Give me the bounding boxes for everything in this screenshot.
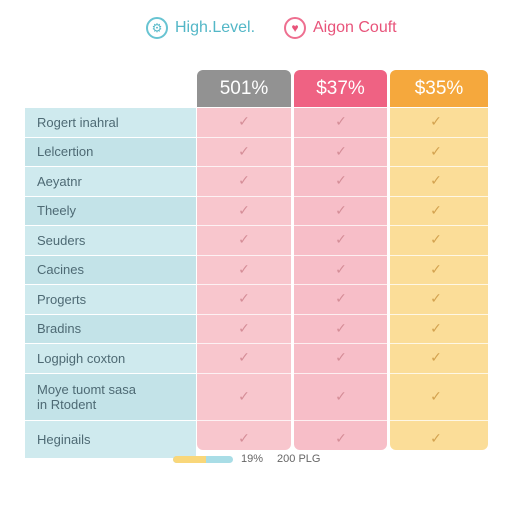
- check-icon: ✓: [238, 431, 250, 448]
- brand-aigon-couft[interactable]: ♥ Aigon Couft: [284, 14, 397, 42]
- table-row: Moye tuomt sasa in Rtodent ✓ ✓ ✓: [25, 373, 488, 421]
- check-icon: ✓: [238, 232, 250, 249]
- row-label: Moye tuomt sasa in Rtodent: [25, 373, 196, 420]
- check-icon: ✓: [430, 350, 442, 367]
- plan-column-header-2[interactable]: $37%: [294, 70, 387, 107]
- row-label: Aeyatnr: [25, 167, 196, 196]
- progress-bar: [173, 455, 233, 463]
- plan-column-header-1[interactable]: 501%: [197, 70, 291, 107]
- row-label: Bradins: [25, 314, 196, 343]
- table-row: Theely ✓ ✓ ✓: [25, 196, 488, 226]
- heart-icon: ♥: [284, 17, 306, 39]
- check-icon: ✓: [430, 173, 442, 190]
- footer: 19% 200 PLG: [173, 452, 320, 466]
- check-icon: ✓: [335, 143, 347, 160]
- row-label: Seuders: [25, 226, 196, 255]
- table-row: Aeyatnr ✓ ✓ ✓: [25, 167, 488, 197]
- gear-icon: ⚙: [146, 17, 168, 39]
- check-icon: ✓: [238, 350, 250, 367]
- check-icon: ✓: [335, 320, 347, 337]
- plan-column-header-3[interactable]: $35%: [390, 70, 488, 107]
- table-row: Bradins ✓ ✓ ✓: [25, 314, 488, 344]
- row-label: Cacines: [25, 255, 196, 284]
- row-label: Heginails: [25, 420, 196, 458]
- check-icon: ✓: [238, 202, 250, 219]
- plan-column-body-2: [294, 108, 387, 450]
- footer-text: 200 PLG: [277, 453, 321, 465]
- check-icon: ✓: [430, 261, 442, 278]
- check-icon: ✓: [430, 431, 442, 448]
- table-row: Logpigh coxton ✓ ✓ ✓: [25, 344, 488, 374]
- plan-column-body-3: [390, 108, 488, 450]
- check-icon: ✓: [430, 320, 442, 337]
- table-row: Heginails ✓ ✓ ✓: [25, 420, 488, 458]
- check-icon: ✓: [238, 173, 250, 190]
- check-icon: ✓: [238, 388, 250, 405]
- progress-bar-fill: [173, 455, 206, 463]
- table-row: Seuders ✓ ✓ ✓: [25, 226, 488, 256]
- check-icon: ✓: [335, 350, 347, 367]
- check-icon: ✓: [238, 114, 250, 131]
- check-icon: ✓: [335, 173, 347, 190]
- check-icon: ✓: [430, 143, 442, 160]
- check-icon: ✓: [430, 232, 442, 249]
- check-icon: ✓: [430, 388, 442, 405]
- check-icon: ✓: [238, 291, 250, 308]
- check-icon: ✓: [238, 320, 250, 337]
- check-icon: ✓: [335, 261, 347, 278]
- row-label: Theely: [25, 196, 196, 225]
- check-icon: ✓: [430, 202, 442, 219]
- progress-percent: 19%: [241, 453, 264, 465]
- check-icon: ✓: [335, 114, 347, 131]
- check-icon: ✓: [335, 388, 347, 405]
- row-label: Rogert inahral: [25, 108, 196, 137]
- row-label: Progerts: [25, 285, 196, 314]
- comparison-table: Rogert inahral ✓ ✓ ✓ Lelcertion ✓ ✓ ✓ Ae…: [25, 108, 488, 458]
- check-icon: ✓: [335, 431, 347, 448]
- table-row: Lelcertion ✓ ✓ ✓: [25, 137, 488, 167]
- table-row: Rogert inahral ✓ ✓ ✓: [25, 108, 488, 138]
- check-icon: ✓: [430, 291, 442, 308]
- row-label: Logpigh coxton: [25, 344, 196, 373]
- table-row: Cacines ✓ ✓ ✓: [25, 255, 488, 285]
- check-icon: ✓: [430, 114, 442, 131]
- plan-column-body-1: [197, 108, 291, 450]
- brand-label: Aigon Couft: [313, 19, 397, 36]
- header: ⚙ High.Level. ♥ Aigon Couft: [0, 14, 512, 42]
- row-label: Lelcertion: [25, 137, 196, 166]
- check-icon: ✓: [238, 143, 250, 160]
- brand-high-level[interactable]: ⚙ High.Level.: [146, 14, 255, 42]
- check-icon: ✓: [335, 291, 347, 308]
- table-row: Progerts ✓ ✓ ✓: [25, 285, 488, 315]
- check-icon: ✓: [238, 261, 250, 278]
- brand-label: High.Level.: [175, 19, 256, 36]
- check-icon: ✓: [335, 232, 347, 249]
- check-icon: ✓: [335, 202, 347, 219]
